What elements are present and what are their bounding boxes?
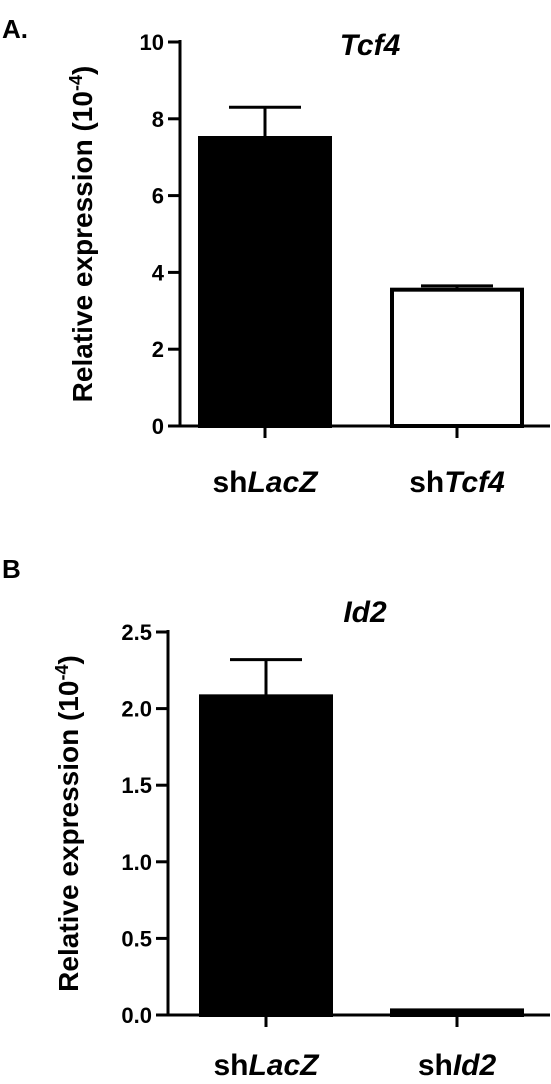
y-tick-label: 0 — [152, 414, 164, 439]
y-tick-label: 2.0 — [121, 697, 152, 722]
bar-tcf4 — [390, 287, 524, 428]
x-tick-label: shTcf4 — [409, 466, 505, 499]
bar-lacz — [199, 694, 333, 1017]
bar-lacz — [198, 136, 332, 428]
bar-id2 — [390, 1008, 524, 1017]
y-tick-label: 1.0 — [121, 850, 152, 875]
y-tick-label: 6 — [152, 184, 164, 209]
y-tick-label: 1.5 — [121, 773, 152, 798]
chart-title: Tcf4 — [340, 29, 401, 62]
panel-letter: A. — [2, 14, 28, 44]
panel-b: B Id2 Relative expression (10-4) 0.0 0.5 1.0 1… — [2, 554, 550, 1082]
y-tick-label: 8 — [152, 107, 164, 132]
y-axis-label: Relative expression (10-4) — [52, 655, 84, 992]
panel-letter: B — [2, 554, 21, 584]
chart-title: Id2 — [343, 596, 387, 629]
y-tick-label: 2.5 — [121, 620, 152, 645]
y-tick-label: 0.5 — [121, 926, 152, 951]
y-tick-label: 4 — [152, 260, 165, 285]
y-tick-label: 2 — [152, 337, 164, 362]
y-axis-label: Relative expression (10-4) — [66, 66, 98, 403]
panel-a: A. Tcf4 Relative expression (10-4) 0 2 4 6 8 10 s… — [2, 14, 550, 499]
x-tick-label: shLacZ — [213, 1049, 320, 1082]
x-tick-label: shId2 — [418, 1049, 497, 1082]
y-tick-label: 10 — [140, 30, 164, 55]
x-tick-label: shLacZ — [212, 466, 319, 499]
y-tick-label: 0.0 — [121, 1003, 152, 1028]
